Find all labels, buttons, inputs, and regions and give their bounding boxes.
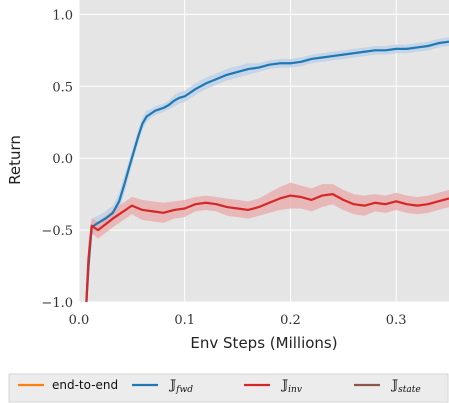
legend-label-j-state: 𝕁state <box>391 378 421 395</box>
confidence-bands <box>86 37 449 302</box>
legend-label-end-to-end: end-to-end <box>52 378 118 392</box>
legend-label-j-inv: 𝕁inv <box>281 378 302 395</box>
y-tick-label: 0.0 <box>52 152 73 167</box>
j-fwd-band <box>86 37 449 302</box>
legend-label-j-fwd: 𝕁fwd <box>169 378 193 395</box>
y-tick-label: −1.0 <box>41 296 73 311</box>
y-tick-label: −0.5 <box>41 224 73 239</box>
x-axis-title: Env Steps (Millions) <box>190 334 337 352</box>
y-tick-labels: −1.0 −0.5 0.0 0.5 1.0 <box>41 8 73 311</box>
j-inv-band <box>86 182 449 302</box>
x-tick-labels: 0.0 0.1 0.2 0.3 <box>69 313 407 328</box>
y-tick-label: 1.0 <box>52 8 73 23</box>
j-inv-line <box>85 193 449 303</box>
j-fwd-line <box>85 40 449 303</box>
x-tick-label: 0.3 <box>386 313 407 328</box>
y-axis-title: Return <box>6 135 24 185</box>
legend: end-to-end 𝕁fwd 𝕁inv 𝕁state <box>18 378 421 395</box>
x-tick-label: 0.1 <box>174 313 195 328</box>
y-tick-label: 0.5 <box>52 80 73 95</box>
legend-box <box>8 373 449 403</box>
series-lines <box>85 40 449 303</box>
x-tick-label: 0.0 <box>69 313 90 328</box>
x-tick-label: 0.2 <box>280 313 301 328</box>
